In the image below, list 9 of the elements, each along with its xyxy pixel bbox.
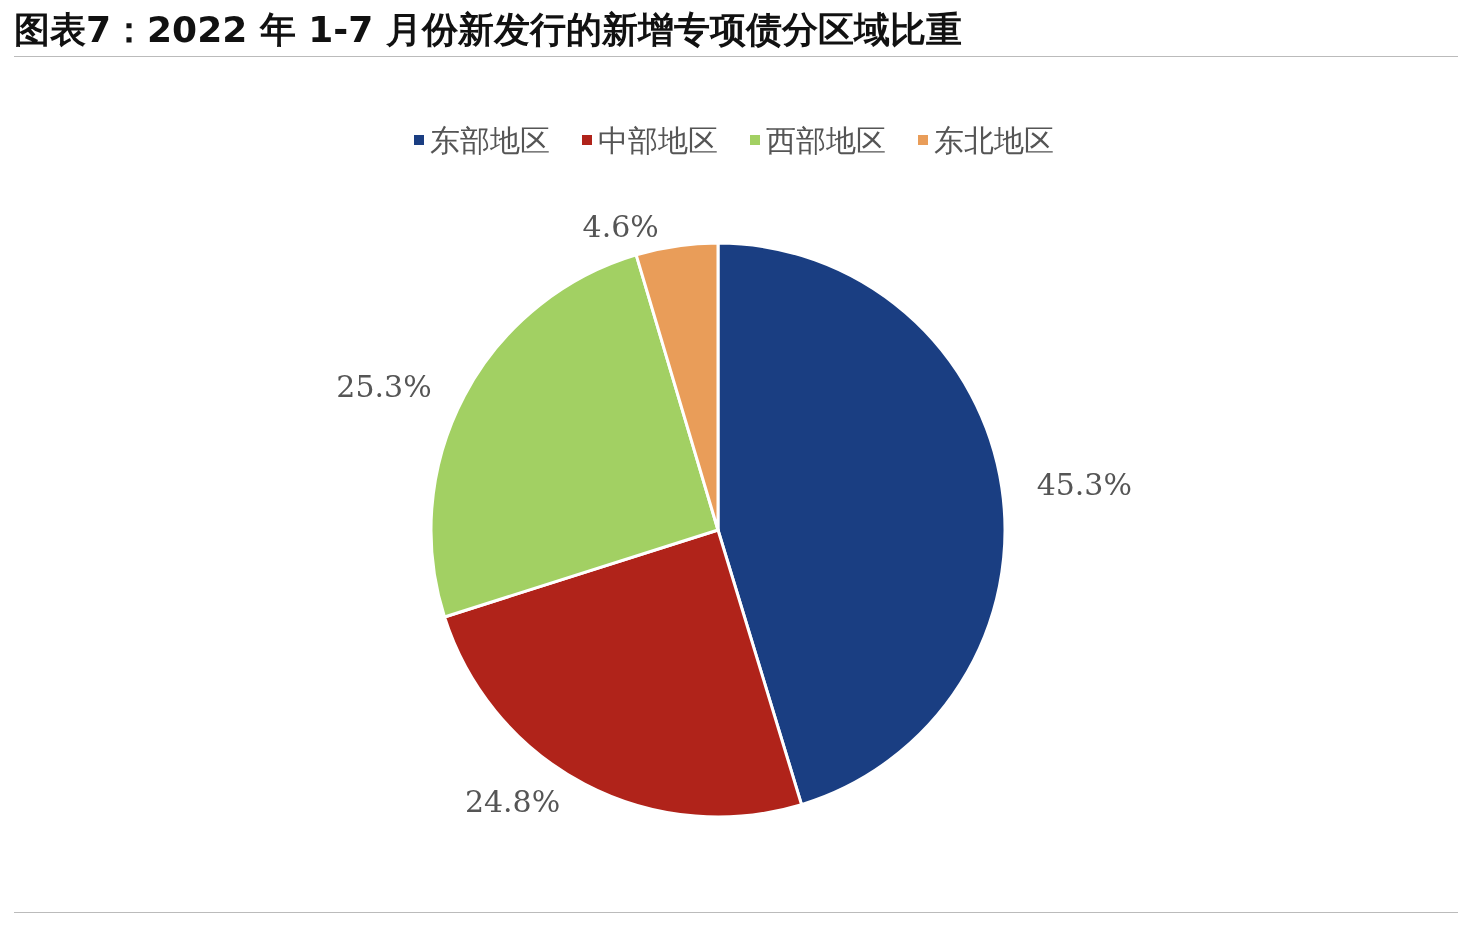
legend-label: 东部地区 (430, 122, 550, 158)
data-label: 24.8% (464, 784, 561, 820)
data-label: 25.3% (336, 368, 432, 404)
data-label: 4.6% (582, 208, 659, 244)
chart-title: 图表7：2022 年 1-7 月份新发行的新增专项债分区域比重 (14, 8, 962, 52)
data-label: 45.3% (1036, 467, 1132, 503)
legend-label: 东北地区 (934, 122, 1054, 158)
legend-label: 西部地区 (766, 122, 886, 158)
legend-label: 中部地区 (598, 122, 718, 158)
